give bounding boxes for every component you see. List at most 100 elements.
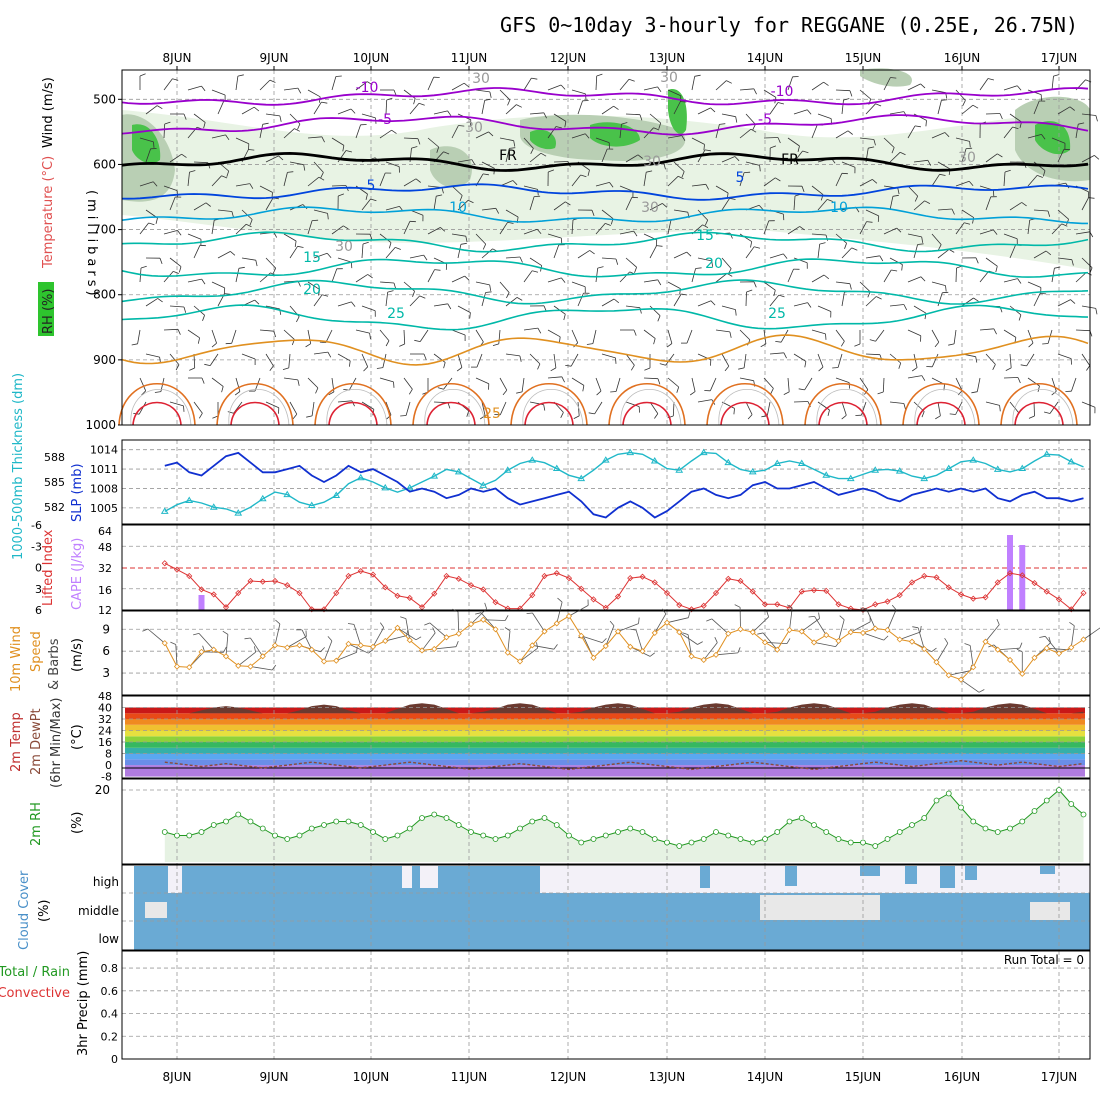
thickness-point [1018,464,1027,472]
thickness-point [1067,457,1076,465]
wind-barb-flag [550,367,557,372]
wind-barb [787,137,800,147]
wind-barb [625,401,640,407]
wind-speed-point [161,640,168,647]
wind-barb-flag [393,89,397,96]
wind-barb [931,281,946,286]
dewpoint-line [164,759,1084,771]
date-label-bottom: 8JUN [163,1070,192,1084]
wind-barb-flag [872,179,878,184]
wind-barb-flag [657,279,662,286]
wind-barb-flag [205,202,211,207]
wind-barb [283,87,298,91]
wind-speed-point [700,656,707,664]
contour-40-arc [132,401,182,426]
wind-barb [937,292,943,307]
li-point [480,586,487,593]
wind-barb-flag [447,402,451,409]
li-point [774,601,781,608]
wind-barb-flag [157,298,163,303]
li-point [1055,596,1063,603]
thickness-axis-label: 1000-500mb Thickness (dm) [11,373,26,560]
wind-speed-point [247,663,254,670]
contour-freezing [121,151,1089,172]
temp-tick-label: 40 [98,702,112,715]
temperature-band [125,747,1085,754]
wind-barb-flag [506,292,510,299]
wind-barb-flag [775,341,782,343]
wind-barb [931,174,940,187]
wind-barb [913,200,925,211]
wind-barb-flag [735,309,737,316]
rh-markers [161,787,1087,849]
surface-wind-barb-flag [883,635,889,641]
wind-barb [865,103,876,115]
wind-speed-point [810,639,818,646]
surface-wind-barb [301,629,313,650]
temperature-max-fill [164,703,1084,714]
wind-barb-flag [516,297,523,301]
rh-point [786,818,793,825]
wind-barb [211,175,222,187]
rh-point [480,832,487,839]
wind-barb [427,269,435,283]
thickness-point [430,472,439,479]
wind-barb-flag [646,170,653,173]
upper-panel-frame [121,69,1091,426]
wind-barb-flag [615,357,617,364]
wind-barb [907,276,922,283]
slp-tick-label: 1005 [90,502,118,515]
wind-barb [667,220,672,235]
date-label-top: 17JUN [1041,51,1078,65]
wind-speed-point [798,628,805,635]
wind-barb-flag [224,293,231,295]
wind-barb-flag [637,154,643,159]
surface-wind-barb-flag [688,611,691,618]
wind-barb-flag [269,79,276,83]
wind-barb [697,107,711,115]
li-tick-label: 0 [35,562,42,575]
contour-35-arc [706,382,784,426]
wind-barb-flag [783,253,788,259]
rh-point [676,843,683,849]
li-point [982,594,989,601]
wind-label-2: Speed [29,631,44,672]
wind-barb [763,89,777,98]
wind-barb [907,329,921,337]
rh-point [860,839,866,846]
wind-barb [193,161,209,164]
wind-barb [481,292,486,307]
wind-barb-flag [823,274,830,280]
wind-barb [211,220,215,235]
wind-barb-flag [565,365,572,367]
li-point [455,575,462,582]
wind-barb-flag [901,264,903,271]
wind-speed-point [933,659,940,666]
wind-speed-point [369,643,377,650]
wind-barb [547,84,562,91]
wind-speed-point [284,644,291,651]
wind-barb-flag [710,107,716,113]
rh-point [811,822,817,828]
wind-barb [145,148,151,163]
rh-point [651,836,658,842]
wind-barb [457,200,469,211]
wind-barb [288,353,291,368]
rh-point [541,815,548,821]
wind-barb-flag [924,200,931,204]
wind-barb [811,124,818,139]
wind-barb [1003,171,1006,187]
li-point [835,601,842,608]
wind-barb [355,274,368,283]
surface-wind-barb-flag [757,632,764,635]
wind-barb [523,228,538,235]
wind-barb [595,377,602,392]
wind-barb [595,182,610,187]
surface-wind-barb-flag [244,637,251,640]
wind-speed-point [333,657,340,664]
surface-wind-barb-flag [996,618,1000,625]
wind-barb [667,281,681,289]
surface-wind-barb-flag [697,641,703,645]
wind-barb [193,113,206,123]
wind-barb [259,79,271,91]
